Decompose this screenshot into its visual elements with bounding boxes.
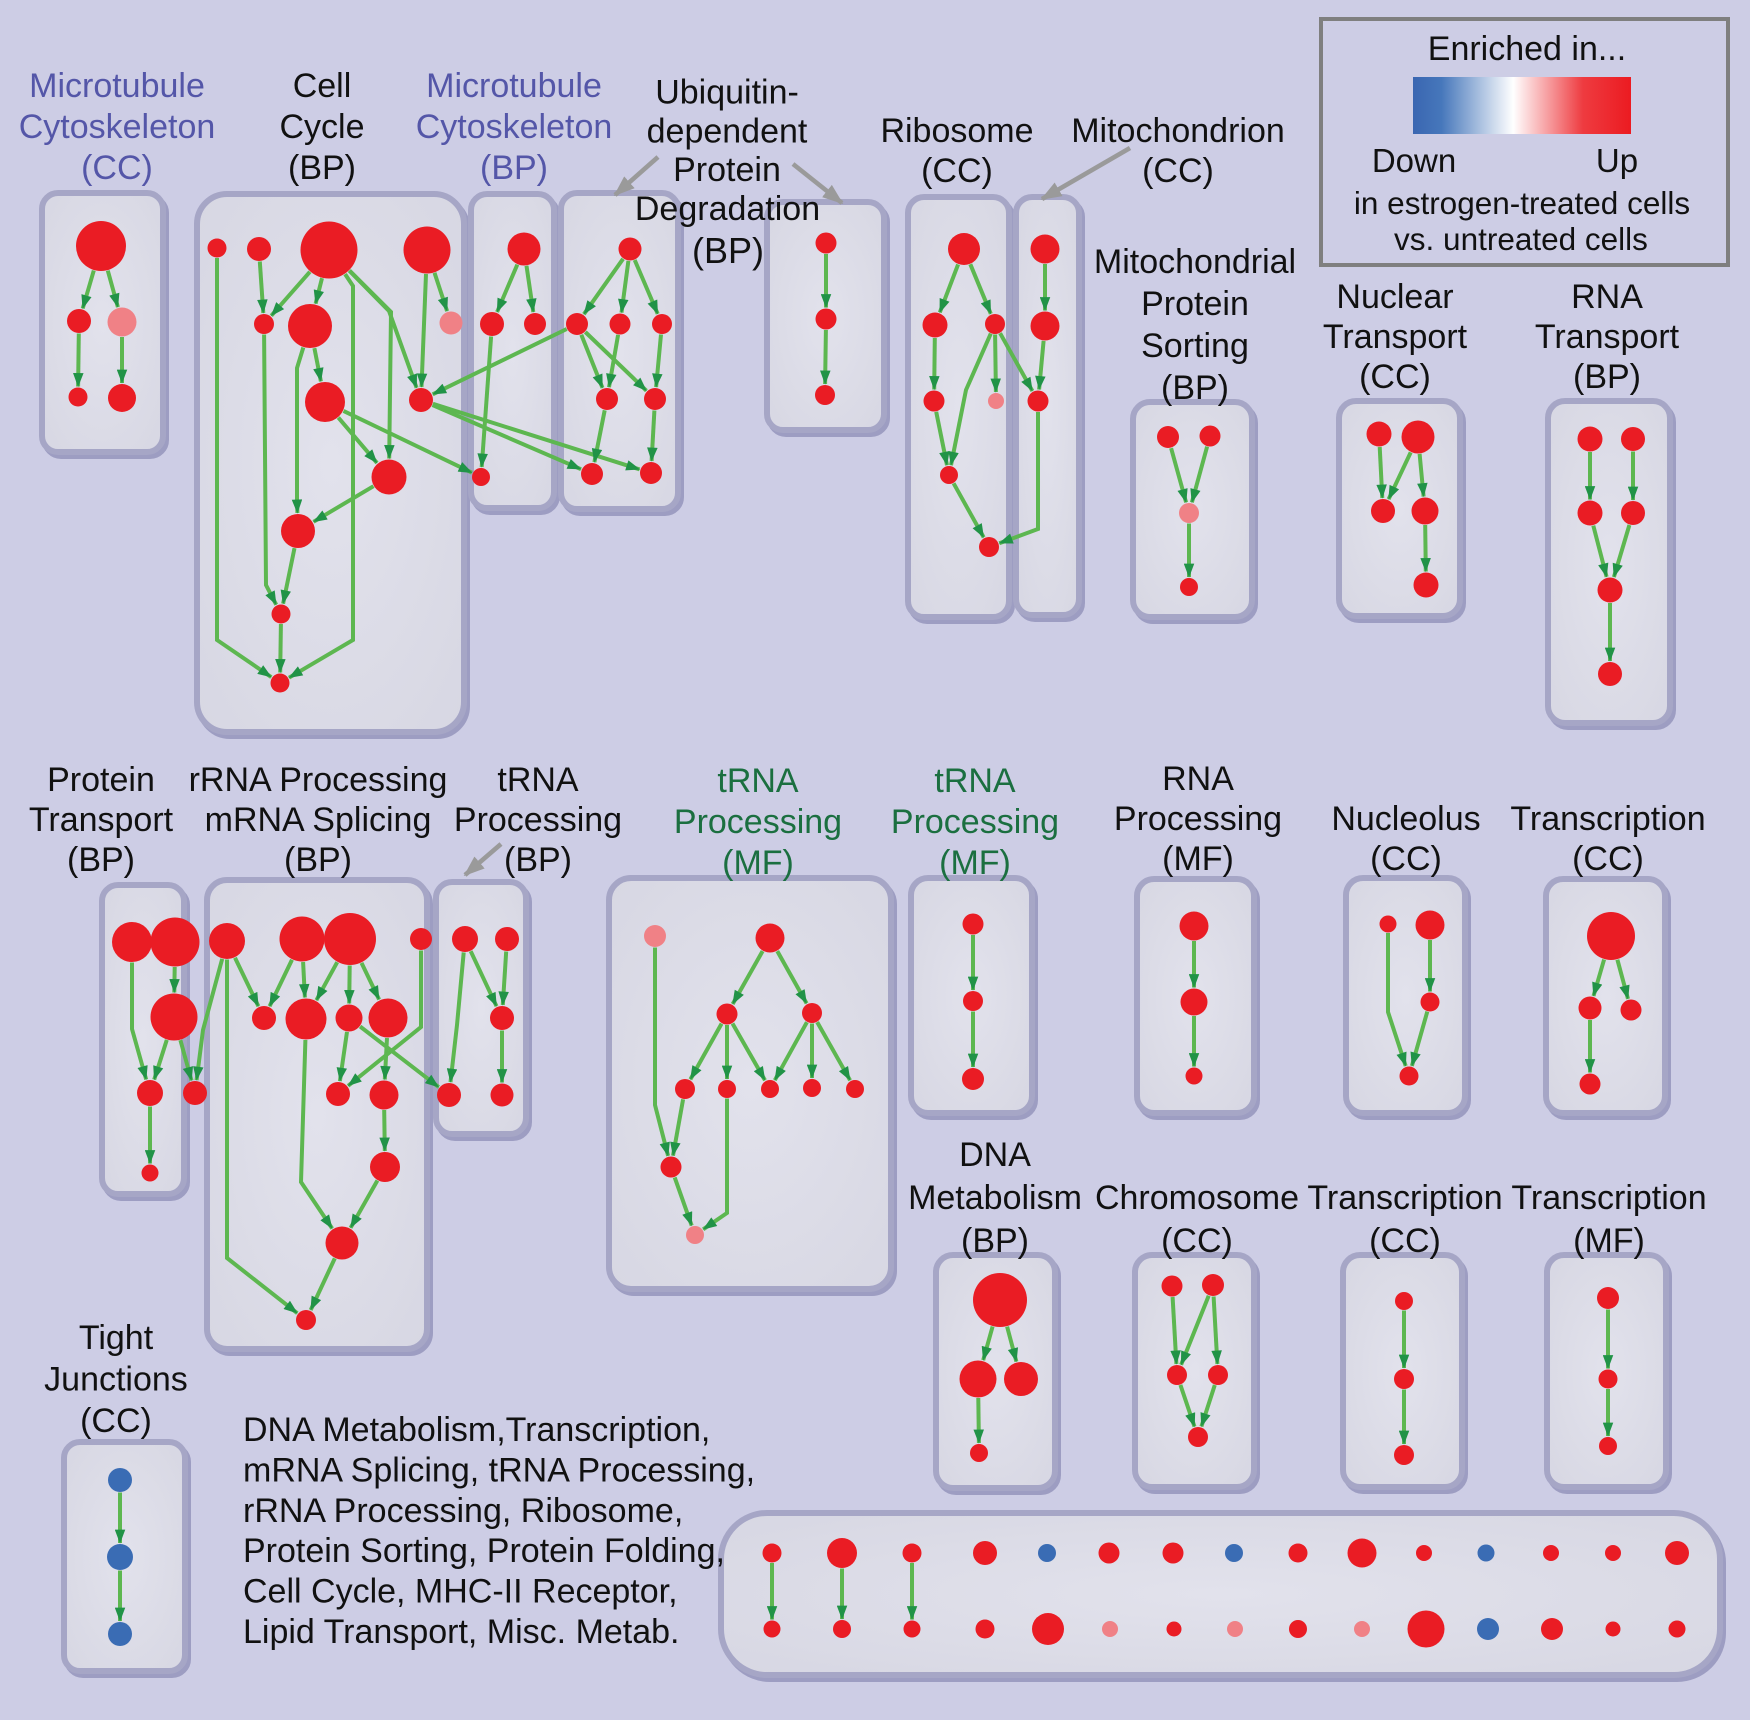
- svg-text:(BP): (BP): [504, 841, 572, 879]
- svg-text:Down: Down: [1372, 142, 1456, 179]
- svg-text:Chromosome: Chromosome: [1095, 1179, 1299, 1217]
- svg-text:Protein Sorting, Protein Foldi: Protein Sorting, Protein Folding,: [243, 1532, 725, 1570]
- svg-text:(CC): (CC): [80, 1402, 152, 1440]
- svg-text:Cell Cycle, MHC-II Receptor,: Cell Cycle, MHC-II Receptor,: [243, 1573, 678, 1611]
- svg-text:RNA: RNA: [1571, 278, 1643, 316]
- svg-text:(CC): (CC): [1161, 1222, 1233, 1260]
- svg-text:Cytoskeleton: Cytoskeleton: [416, 108, 613, 146]
- svg-text:Microtubule: Microtubule: [29, 67, 205, 105]
- svg-text:Processing: Processing: [454, 801, 622, 839]
- svg-text:(BP): (BP): [67, 841, 135, 879]
- svg-text:Degradation: Degradation: [635, 190, 820, 228]
- svg-text:(BP): (BP): [961, 1222, 1029, 1260]
- svg-text:(CC): (CC): [1369, 1222, 1441, 1260]
- svg-text:(BP): (BP): [1573, 358, 1641, 396]
- svg-text:Microtubule: Microtubule: [426, 67, 602, 105]
- svg-text:Up: Up: [1596, 142, 1638, 179]
- svg-text:Metabolism: Metabolism: [908, 1179, 1082, 1217]
- svg-text:Cycle: Cycle: [279, 108, 364, 146]
- svg-text:Transport: Transport: [29, 801, 174, 839]
- svg-text:DNA: DNA: [959, 1136, 1031, 1174]
- svg-text:Mitochondrial: Mitochondrial: [1094, 243, 1296, 281]
- svg-text:Transcription: Transcription: [1511, 1179, 1706, 1217]
- svg-text:Processing: Processing: [1114, 800, 1282, 838]
- svg-text:(MF): (MF): [722, 844, 794, 882]
- svg-text:tRNA: tRNA: [497, 761, 579, 799]
- svg-text:Cytoskeleton: Cytoskeleton: [19, 108, 216, 146]
- svg-text:Nucleolus: Nucleolus: [1331, 800, 1480, 838]
- svg-text:Sorting: Sorting: [1141, 327, 1249, 365]
- svg-text:Transport: Transport: [1323, 318, 1468, 356]
- svg-text:Junctions: Junctions: [44, 1361, 188, 1399]
- svg-text:Processing: Processing: [891, 803, 1059, 841]
- svg-text:mRNA Splicing: mRNA Splicing: [205, 801, 432, 839]
- svg-text:(MF): (MF): [1573, 1222, 1645, 1260]
- svg-text:(MF): (MF): [939, 844, 1011, 882]
- svg-text:in estrogen-treated cells: in estrogen-treated cells: [1354, 185, 1690, 221]
- svg-text:vs. untreated cells: vs. untreated cells: [1394, 221, 1648, 257]
- svg-text:rRNA Processing, Ribosome,: rRNA Processing, Ribosome,: [243, 1492, 683, 1530]
- svg-text:(BP): (BP): [288, 149, 356, 187]
- svg-text:Processing: Processing: [674, 803, 842, 841]
- svg-text:Enriched in...: Enriched in...: [1428, 30, 1626, 68]
- svg-text:(BP): (BP): [692, 230, 764, 271]
- svg-text:(MF): (MF): [1162, 840, 1234, 878]
- svg-text:tRNA: tRNA: [717, 762, 799, 800]
- svg-text:Transport: Transport: [1535, 318, 1680, 356]
- svg-text:(BP): (BP): [480, 149, 548, 187]
- svg-text:(CC): (CC): [1359, 358, 1431, 396]
- svg-text:Ubiquitin-: Ubiquitin-: [655, 74, 799, 112]
- svg-text:Cell: Cell: [293, 67, 352, 105]
- svg-text:RNA: RNA: [1162, 760, 1234, 798]
- svg-text:Protein: Protein: [673, 151, 781, 189]
- svg-text:Ribosome: Ribosome: [880, 112, 1033, 150]
- svg-text:Lipid Transport, Misc. Metab.: Lipid Transport, Misc. Metab.: [243, 1613, 680, 1651]
- svg-text:DNA Metabolism,Transcription,: DNA Metabolism,Transcription,: [243, 1411, 710, 1449]
- svg-text:(BP): (BP): [284, 841, 352, 879]
- svg-text:(CC): (CC): [1142, 152, 1214, 190]
- svg-text:Mitochondrion: Mitochondrion: [1071, 112, 1285, 150]
- svg-text:Protein: Protein: [47, 761, 155, 799]
- svg-text:Nuclear: Nuclear: [1336, 278, 1453, 316]
- svg-text:(CC): (CC): [1370, 840, 1442, 878]
- svg-text:(CC): (CC): [81, 149, 153, 187]
- svg-text:dependent: dependent: [647, 112, 808, 150]
- svg-text:Protein: Protein: [1141, 285, 1249, 323]
- svg-text:tRNA: tRNA: [934, 762, 1016, 800]
- svg-text:Transcription: Transcription: [1307, 1179, 1502, 1217]
- svg-text:rRNA Processing: rRNA Processing: [189, 761, 448, 799]
- svg-text:(BP): (BP): [1161, 369, 1229, 407]
- svg-text:Tight: Tight: [79, 1319, 154, 1357]
- svg-text:Transcription: Transcription: [1510, 800, 1705, 838]
- svg-text:(CC): (CC): [1572, 840, 1644, 878]
- svg-text:(CC): (CC): [921, 152, 993, 190]
- svg-text:mRNA Splicing, tRNA Processing: mRNA Splicing, tRNA Processing,: [243, 1451, 755, 1489]
